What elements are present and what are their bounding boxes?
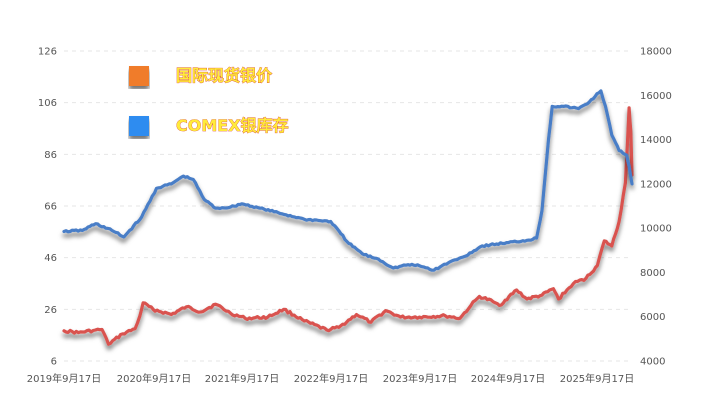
silver-price-line [62,106,634,346]
left-axis-tick-label: 26 [44,305,57,316]
x-axis-tick-label: 2023年9月17日 [383,372,458,385]
right-axis-tick-label: 12000 [640,179,672,190]
left-axis-tick-label: 86 [44,150,57,161]
x-axis-tick-label: 2025年9月17日 [560,372,635,385]
comex-inventory-line [62,89,634,272]
left-axis-tick-label: 6 [51,357,57,368]
right-axis-tick-label: 4000 [640,357,665,368]
legend-marker-silver-price [129,66,149,86]
x-axis-tick-label: 2022年9月17日 [294,372,369,385]
left-axis-tick-label: 106 [38,98,57,109]
left-axis-tick-label: 126 [38,47,57,58]
series-lines [62,89,634,346]
legend-label-silver-price: 国际现货银价 [176,66,273,85]
right-axis-tick-label: 10000 [640,224,672,235]
right-axis-tick-label: 6000 [640,312,665,323]
x-axis-tick-label: 2020年9月17日 [117,372,192,385]
right-axis-tick-label: 8000 [640,268,665,279]
axes: 126 106 86 66 46 26 6 18000 16000 14000 12000 10000… [27,47,672,386]
grid-lines [64,50,632,362]
x-axis-tick-label: 2021年9月17日 [205,372,280,385]
x-axis-tick-label: 2024年9月17日 [471,372,546,385]
x-axis-tick-label: 2019年9月17日 [27,372,102,385]
right-axis-tick-label: 14000 [640,135,672,146]
legend-marker-comex-inventory [129,116,149,136]
legend-label-comex-inventory: COMEX银库存 [176,116,289,135]
right-axis-tick-label: 16000 [640,91,672,102]
right-axis-tick-label: 18000 [640,47,672,58]
left-axis-tick-label: 66 [44,202,57,213]
left-axis-tick-label: 46 [44,253,57,264]
legend: 国际现货银价 COMEX银库存 [129,66,289,136]
